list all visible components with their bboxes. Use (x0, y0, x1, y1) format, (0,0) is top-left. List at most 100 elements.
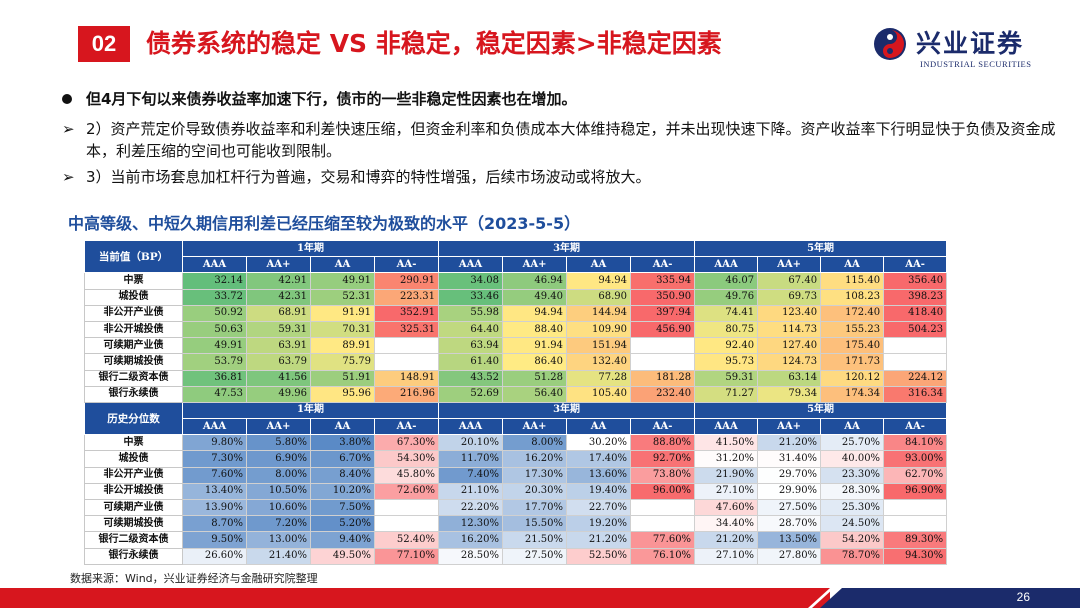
table-cell: 21.20% (694, 531, 759, 549)
company-logo: 兴业证券 INDUSTRIAL SECURITIES (872, 26, 1062, 70)
table-cell (630, 353, 696, 371)
table-cell: 42.31 (246, 288, 311, 306)
section-number-badge: 02 (78, 26, 130, 62)
table-cell: 13.00% (246, 531, 311, 549)
table-cell (373, 337, 440, 355)
table-cell: 93.00% (883, 450, 948, 468)
table-cell: 59.31 (694, 369, 759, 387)
rating-header-row: AAA AA+ AA AA- AAA AA+ AA AA- AAA AA+ AA AA- (85, 256, 948, 274)
table-cell: 24.50% (820, 515, 885, 533)
table-cell: 7.60% (182, 466, 247, 484)
arrow-marker-icon: ➢ (62, 120, 75, 138)
rating-header: AA- (373, 418, 440, 436)
table-cell: 62.70% (883, 466, 948, 484)
row-label: 银行永续债 (84, 547, 183, 565)
table-cell: 42.91 (246, 272, 311, 290)
term-header: 5年期 (694, 401, 948, 420)
rating-header: AA- (630, 256, 696, 274)
table-cell: 77.60% (630, 531, 696, 549)
row-label: 可续期产业债 (84, 337, 183, 355)
table-cell (630, 515, 696, 533)
table-cell: 418.40 (883, 304, 948, 322)
table-cell: 74.41 (694, 304, 759, 322)
bullet-dot-icon (62, 88, 82, 110)
table-cell: 7.20% (246, 515, 311, 533)
table-row: 非公开城投债 50.63 59.31 70.31 325.31 64.40 88.40 109… (84, 320, 948, 339)
table-cell: 151.94 (566, 337, 632, 355)
table-cell: 27.50% (502, 547, 568, 565)
table-title: 中高等级、中短久期信用利差已经压缩至较为极致的水平（2023-5-5） (68, 214, 581, 233)
table-cell: 223.31 (373, 288, 440, 306)
table-cell: 20.30% (502, 482, 568, 501)
table-row: 银行二级资本债 9.50% 13.00% 9.40% 52.40% 16.20% 21.50… (84, 531, 948, 549)
table-cell: 132.40 (566, 353, 632, 371)
table-cell: 17.30% (502, 466, 568, 484)
table-cell: 63.14 (757, 369, 822, 387)
bullet-text: 3）当前市场套息加杠杆行为普遍，交易和博弈的特性增强，后续市场波动或将放大。 (86, 168, 651, 186)
row-label: 银行二级资本债 (84, 369, 183, 387)
rating-header: AA (566, 418, 632, 436)
table-cell: 397.94 (630, 304, 696, 322)
rating-header: AAA (182, 256, 247, 274)
table-cell: 8.00% (246, 466, 311, 484)
table-cell: 84.10% (883, 434, 948, 452)
table-cell: 54.30% (373, 450, 440, 468)
table-cell: 46.94 (502, 272, 568, 290)
table-cell (883, 337, 948, 355)
table-cell: 15.50% (502, 515, 568, 533)
table-cell: 21.20% (757, 434, 822, 452)
table-row: 城投债 33.72 42.31 52.31 223.31 33.46 49.40 68.90 3… (84, 288, 948, 306)
table-cell: 31.20% (694, 450, 759, 468)
table-cell: 56.40 (502, 385, 568, 403)
table-cell: 33.72 (182, 288, 247, 306)
table-cell: 92.70% (630, 450, 696, 468)
table-cell (630, 337, 696, 355)
table-cell: 68.91 (246, 304, 311, 322)
table-cell: 51.91 (310, 369, 375, 387)
table-row: 城投债 7.30% 6.90% 6.70% 54.30% 11.70% 16.20% 17.4… (84, 450, 948, 468)
table-cell (373, 353, 440, 371)
table-cell: 40.00% (820, 450, 885, 468)
table-cell: 352.91 (373, 304, 440, 322)
table-cell: 20.10% (438, 434, 504, 452)
table-cell: 27.10% (694, 547, 759, 565)
table-cell: 335.94 (630, 272, 696, 290)
table-cell: 181.28 (630, 369, 696, 387)
table-cell: 31.40% (757, 450, 822, 468)
table-cell: 175.40 (820, 337, 885, 355)
table-cell: 47.53 (182, 385, 247, 403)
table-cell: 22.70% (566, 498, 632, 517)
table-cell: 91.94 (502, 337, 568, 355)
table-cell: 52.31 (310, 288, 375, 306)
table-cell: 63.91 (246, 337, 311, 355)
bullet-item: 但4月下旬以来债券收益率加速下行，债市的一些非稳定性因素也在增加。 (62, 88, 1062, 110)
table-row: 银行永续债 26.60% 21.40% 49.50% 77.10% 28.50% 27.50… (84, 547, 948, 565)
table-cell: 28.70% (757, 515, 822, 533)
term-header: 5年期 (694, 239, 948, 258)
bullet-list: 但4月下旬以来债券收益率加速下行，债市的一些非稳定性因素也在增加。 ➢ 2）资产… (62, 88, 1062, 192)
rating-header: AA (310, 256, 375, 274)
rating-header: AAA (694, 418, 759, 436)
term-header: 3年期 (438, 401, 696, 420)
table-row: 可续期产业债 13.90% 10.60% 7.50% 22.20% 17.70% 22.70… (84, 498, 948, 517)
table-cell: 504.23 (883, 320, 948, 339)
table-cell: 29.90% (757, 482, 822, 501)
table-cell: 50.92 (182, 304, 247, 322)
table-cell: 67.30% (373, 434, 440, 452)
rating-header: AA+ (502, 418, 568, 436)
table-cell: 46.07 (694, 272, 759, 290)
row-label: 城投债 (84, 288, 183, 306)
table-cell: 7.30% (182, 450, 247, 468)
table-cell: 13.50% (757, 531, 822, 549)
table-cell: 13.90% (182, 498, 247, 517)
table-cell: 80.75 (694, 320, 759, 339)
table-cell (883, 498, 948, 517)
table-cell: 67.40 (757, 272, 822, 290)
table-cell: 124.73 (757, 353, 822, 371)
table-cell: 96.00% (630, 482, 696, 501)
table-cell: 49.76 (694, 288, 759, 306)
footer-red-band (0, 588, 830, 608)
table-cell: 21.40% (246, 547, 311, 565)
row-label: 非公开城投债 (84, 320, 183, 339)
rating-header: AAA (438, 256, 504, 274)
